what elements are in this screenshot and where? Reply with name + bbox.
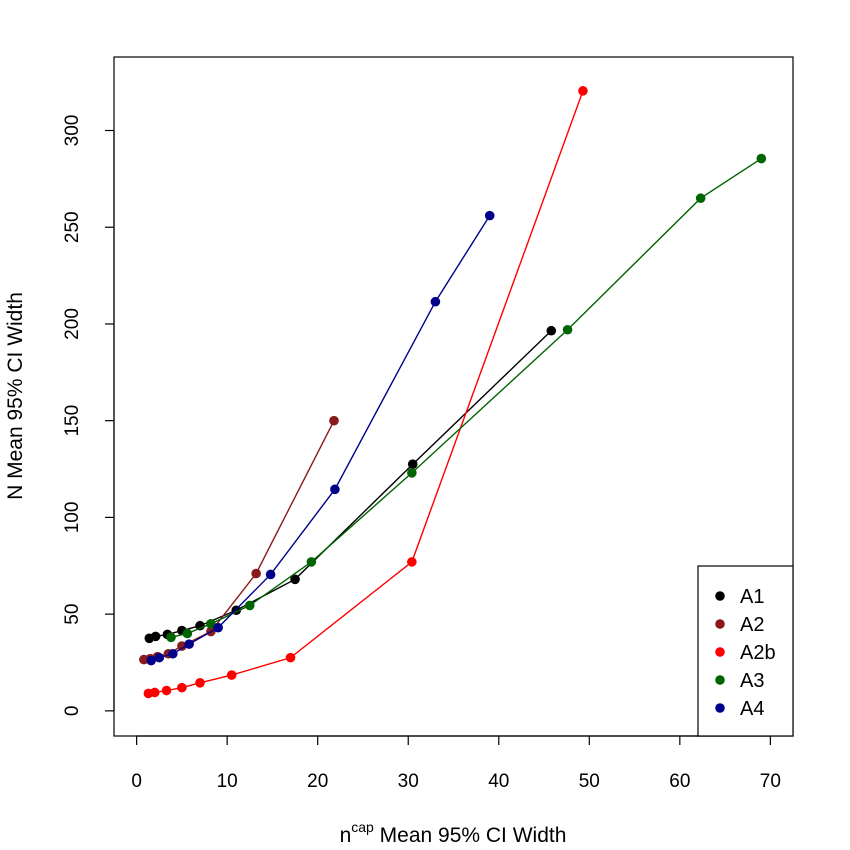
legend-label: A2b [740, 642, 776, 664]
legend-marker [715, 619, 725, 629]
x-tick-label: 30 [398, 771, 419, 792]
series-a2 [139, 415, 339, 665]
data-point [265, 569, 276, 580]
data-point [245, 600, 255, 611]
y-tick-label: 50 [62, 604, 83, 625]
series-a2b [143, 86, 588, 699]
y-axis: 0 50 100 150 200 250 300 [62, 115, 115, 717]
y-tick-label: 250 [62, 211, 83, 243]
legend-label: A2 [740, 614, 764, 636]
x-tick-label: 10 [217, 771, 238, 792]
data-point [306, 557, 317, 567]
data-point [756, 153, 767, 164]
data-point [290, 574, 300, 585]
data-point [407, 468, 417, 478]
series-a4 [146, 210, 495, 666]
x-tick-label: 0 [131, 771, 142, 792]
x-axis-title-rest: Mean 95% CI Width [374, 824, 567, 847]
legend: A1 A2 A2b A3 A4 [697, 565, 794, 737]
y-tick-label: 150 [62, 405, 83, 437]
y-axis-title: N Mean 95% CI Width [4, 292, 27, 500]
data-point [177, 682, 187, 693]
data-point [161, 685, 172, 696]
y-tick-label: 200 [62, 308, 83, 340]
data-point [695, 193, 706, 204]
data-point [330, 484, 340, 495]
data-point [407, 459, 418, 470]
x-tick-label: 20 [307, 771, 328, 792]
series-a1 [144, 325, 557, 644]
data-point [329, 415, 339, 426]
x-axis-title-base: n [340, 824, 352, 847]
legend-label: A3 [740, 670, 764, 692]
series-line [143, 420, 335, 661]
x-axis-title-superscript: cap [351, 819, 374, 835]
data-point [195, 678, 205, 688]
data-point [166, 632, 176, 643]
data-point [546, 325, 557, 336]
x-tick-label: 70 [760, 771, 781, 792]
series-line [148, 90, 584, 695]
x-axis: 0 10 20 30 40 50 60 70 [131, 735, 781, 792]
data-point [430, 296, 441, 307]
data-point [226, 670, 237, 680]
data-point [206, 619, 216, 629]
data-point [182, 628, 193, 639]
data-point [213, 622, 223, 633]
data-point [146, 655, 156, 666]
x-tick-label: 40 [488, 771, 509, 792]
legend-label: A1 [740, 586, 764, 608]
legend-box [697, 565, 794, 737]
data-point [484, 210, 495, 221]
series-line [149, 330, 552, 639]
x-tick-label: 50 [579, 771, 600, 792]
legend-marker [715, 591, 725, 601]
legend-marker [715, 675, 725, 685]
data-point [578, 86, 588, 96]
legend-marker [715, 703, 725, 713]
data-point [154, 652, 165, 663]
y-tick-label: 0 [62, 706, 83, 717]
y-tick-label: 100 [62, 502, 83, 534]
legend-label: A4 [740, 698, 764, 720]
data-point [285, 652, 296, 663]
x-axis-title: ncap Mean 95% CI Width [340, 819, 567, 847]
y-tick-label: 300 [62, 115, 83, 147]
data-point [407, 557, 417, 567]
data-point [251, 568, 261, 579]
series-layer [139, 86, 767, 699]
legend-marker [715, 647, 725, 657]
data-point [168, 648, 178, 659]
data-point [177, 641, 187, 651]
series-a3 [166, 153, 767, 643]
data-point [150, 631, 161, 642]
data-point [195, 620, 205, 631]
data-point [149, 687, 160, 698]
plot-frame [113, 56, 794, 737]
data-point [562, 324, 573, 335]
data-point [184, 639, 194, 649]
x-tick-label: 60 [669, 771, 690, 792]
